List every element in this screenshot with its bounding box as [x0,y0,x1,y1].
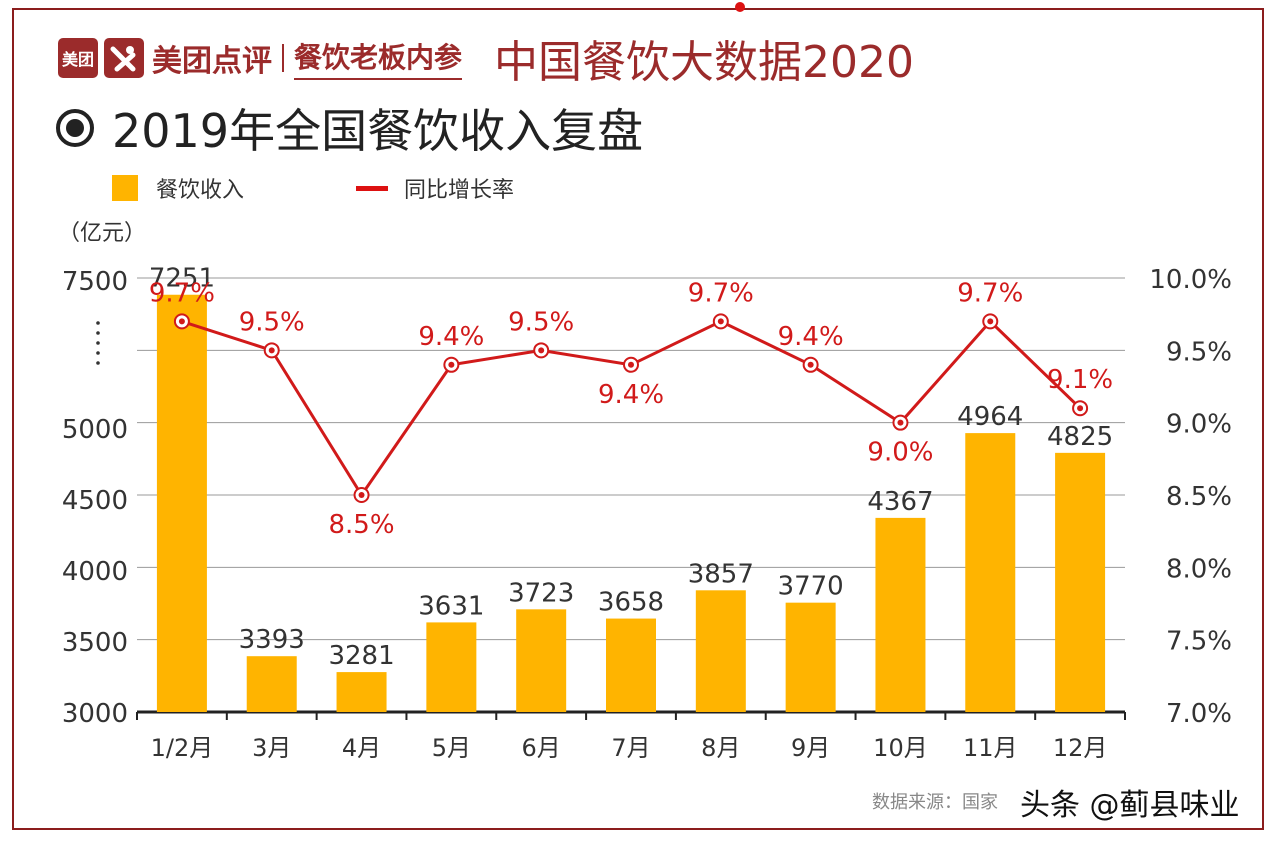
axes: 7.0% 7.5% 8.0% 8.5% 9.0% 9.5% 10.0% 3000 3500 400… [62,265,1232,762]
line-point-center [538,347,545,354]
meituan-logo: 美团 [58,38,98,78]
bar-value-label: 3393 [239,625,305,655]
bar [426,622,477,712]
x-tick-label: 6月 [522,734,561,762]
y-left-tick-label: 5000 [62,415,128,445]
x-tick-label: 8月 [701,734,740,762]
dianping-logo-icon [104,38,144,78]
line-value-label: 9.4% [778,322,844,352]
target-icon [56,109,94,147]
y-left-tick-label: 4500 [62,486,128,516]
legend-bar-swatch [112,175,138,201]
bars [156,294,1106,712]
bar [156,294,207,712]
line-point-center [178,318,185,325]
x-tick-label: 5月 [432,734,471,762]
line-value-label: 9.4% [598,380,664,410]
bar [246,656,297,712]
line-point-center [358,492,365,498]
line-point-center [1077,405,1084,412]
y-right-tick-label: 9.5% [1166,337,1232,367]
axis-break-dot [96,361,100,365]
line-point-center [807,361,814,368]
line-value-label: 9.0% [867,438,933,468]
line-point-center [897,419,904,426]
chart-title: 2019年全国餐饮收入复盘 [112,104,644,158]
x-tick-label: 11月 [963,734,1018,762]
brand-header: 美团 美团点评 餐饮老板内参 中国餐饮大数据2020 [58,36,914,88]
bar [606,618,656,712]
line-value-label: 9.5% [239,307,305,337]
line-value-label: 9.7% [149,278,215,308]
axis-break-dot [96,351,100,355]
line-point-center [448,361,455,368]
y-right-tick-label: 8.0% [1166,554,1232,584]
y-axis-unit: （亿元） [58,221,147,246]
legend: 餐饮收入 同比增长率 [112,172,514,204]
y-left-tick-label: 7500 [62,267,128,297]
axis-break-dot [96,331,100,335]
bar-value-label: 7251 [149,264,215,294]
headline: 中国餐饮大数据2020 [494,37,914,88]
x-tick-label: 10月 [873,734,928,762]
source-note: 数据来源：国家 [872,792,998,813]
bar [785,602,836,712]
line-point-center [717,318,724,325]
y-right-tick-label: 7.0% [1166,699,1232,729]
x-tick-label: 3月 [252,734,291,762]
x-tick-label: 12月 [1053,734,1108,762]
bar-value-label: 4367 [867,487,933,517]
bar [1055,452,1106,712]
chart-frame [12,8,1264,830]
y-left-tick-label: 4000 [62,557,128,587]
line-value-label: 9.4% [418,322,484,352]
x-tick-label: 1/2月 [151,734,214,762]
y-right-tick-label: 8.5% [1166,482,1232,512]
bar [336,672,387,712]
y-right-tick-label: 10.0% [1149,265,1232,295]
bar-value-label: 4964 [957,402,1023,432]
line-point-center [268,347,275,354]
bar-value-label: 3770 [778,572,844,602]
x-tick-label: 4月 [342,734,381,762]
bar-value-label: 3658 [598,588,664,618]
brand-name: 美团点评 [152,44,272,79]
bar [695,590,746,712]
y-right-tick-label: 9.0% [1166,410,1232,440]
brand-separator [282,44,284,72]
legend-bar-label: 餐饮收入 [156,178,245,203]
line-value-label: 9.7% [688,278,754,308]
bar-value-label: 3281 [328,641,394,671]
legend-line-label: 同比增长率 [404,178,515,203]
line-value-label: 9.1% [1047,365,1113,395]
line-point-center [987,318,994,325]
y-left-tick-label: 3500 [62,628,128,658]
x-tick-label: 7月 [611,734,650,762]
bar-labels: 7251 3393 3281 3631 3723 3658 3857 3770 4367 4964… [149,264,1113,671]
legend-line-swatch [356,185,389,191]
brand-sub: 餐饮老板内参 [294,36,463,80]
bar-value-label: 3631 [418,591,484,621]
bar-value-label: 3723 [508,578,574,608]
watermark: 头条 @蓟县味业 [1020,788,1240,823]
line-value-label: 9.7% [957,278,1023,308]
page-title: 2019年全国餐饮收入复盘 [56,95,643,161]
bar-value-label: 4825 [1047,422,1113,452]
line-point-center [628,361,634,368]
bar [965,433,1016,712]
bar-value-label: 3857 [688,559,754,589]
x-tick-label: 9月 [791,734,830,762]
line-value-label: 9.5% [508,307,574,337]
line-value-label: 8.5% [329,510,395,540]
growth-line: 9.7% 9.5% 8.5% 9.4% 9.5% 9.4% 9.7% 9.4% 9.0% 9.7%… [149,278,1113,540]
y-right-tick-label: 7.5% [1166,627,1232,657]
axis-break-dot [96,341,100,345]
bar [516,609,567,712]
top-marker-dot [735,2,745,12]
axis-break-dot [96,321,100,325]
bar [875,517,926,712]
y-left-tick-label: 3000 [62,699,128,729]
